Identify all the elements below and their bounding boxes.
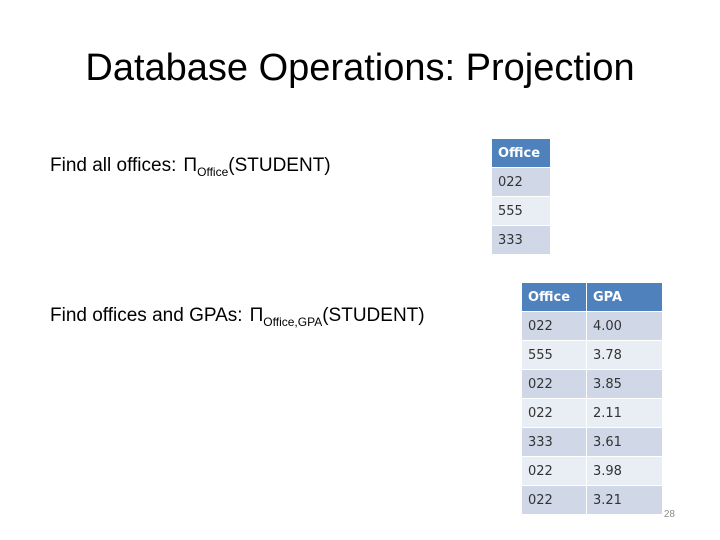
table-row: 555 3.78 bbox=[521, 340, 663, 370]
projection-symbol: Π bbox=[183, 155, 198, 176]
query-find-offices: Find all offices: ΠOffice(STUDENT) bbox=[50, 154, 331, 178]
office-cell: 022 bbox=[521, 456, 587, 486]
office-cell: 022 bbox=[521, 485, 587, 515]
table-row: 022 3.85 bbox=[521, 369, 663, 399]
office-cell: 555 bbox=[491, 196, 551, 226]
column-header-gpa: GPA bbox=[586, 282, 663, 312]
office-cell: 022 bbox=[521, 398, 587, 428]
projection-attributes: Office,GPA bbox=[263, 315, 323, 329]
relation-name: (STUDENT) bbox=[322, 305, 425, 326]
gpa-cell: 2.11 bbox=[586, 398, 663, 428]
gpa-cell: 3.78 bbox=[586, 340, 663, 370]
office-cell: 022 bbox=[491, 167, 551, 197]
query-find-offices-gpas: Find offices and GPAs: ΠOffice,GPA(STUDEN… bbox=[50, 304, 425, 328]
office-cell: 333 bbox=[491, 225, 551, 255]
office-result-table: Office 022 555 333 bbox=[491, 138, 551, 255]
table-row: 555 bbox=[491, 196, 551, 226]
gpa-cell: 3.85 bbox=[586, 369, 663, 399]
query-text: Find offices and GPAs: bbox=[50, 305, 243, 326]
gpa-cell: 3.61 bbox=[586, 427, 663, 457]
gpa-cell: 3.98 bbox=[586, 456, 663, 486]
gpa-cell: 4.00 bbox=[586, 311, 663, 341]
office-cell: 555 bbox=[521, 340, 587, 370]
query-text: Find all offices: bbox=[50, 155, 177, 176]
table-row: 022 4.00 bbox=[521, 311, 663, 341]
page-number: 28 bbox=[663, 509, 675, 520]
column-header-office: Office bbox=[521, 282, 587, 312]
slide-title: Database Operations: Projection bbox=[85, 47, 635, 89]
table-row: 022 bbox=[491, 167, 551, 197]
table-row: 022 3.21 bbox=[521, 485, 663, 515]
table-row: 333 3.61 bbox=[521, 427, 663, 457]
office-cell: 333 bbox=[521, 427, 587, 457]
projection-symbol: Π bbox=[249, 305, 264, 326]
column-header-office: Office bbox=[491, 138, 551, 168]
office-cell: 022 bbox=[521, 311, 587, 341]
office-cell: 022 bbox=[521, 369, 587, 399]
relation-name: (STUDENT) bbox=[228, 155, 331, 176]
table-header-row: Office bbox=[491, 138, 551, 168]
table-row: 333 bbox=[491, 225, 551, 255]
table-row: 022 2.11 bbox=[521, 398, 663, 428]
office-gpa-result-table: Office GPA 022 4.00 555 3.78 022 3.85 022 2.… bbox=[521, 282, 663, 515]
projection-attributes: Office bbox=[197, 165, 229, 179]
gpa-cell: 3.21 bbox=[586, 485, 663, 515]
table-row: 022 3.98 bbox=[521, 456, 663, 486]
table-header-row: Office GPA bbox=[521, 282, 663, 312]
